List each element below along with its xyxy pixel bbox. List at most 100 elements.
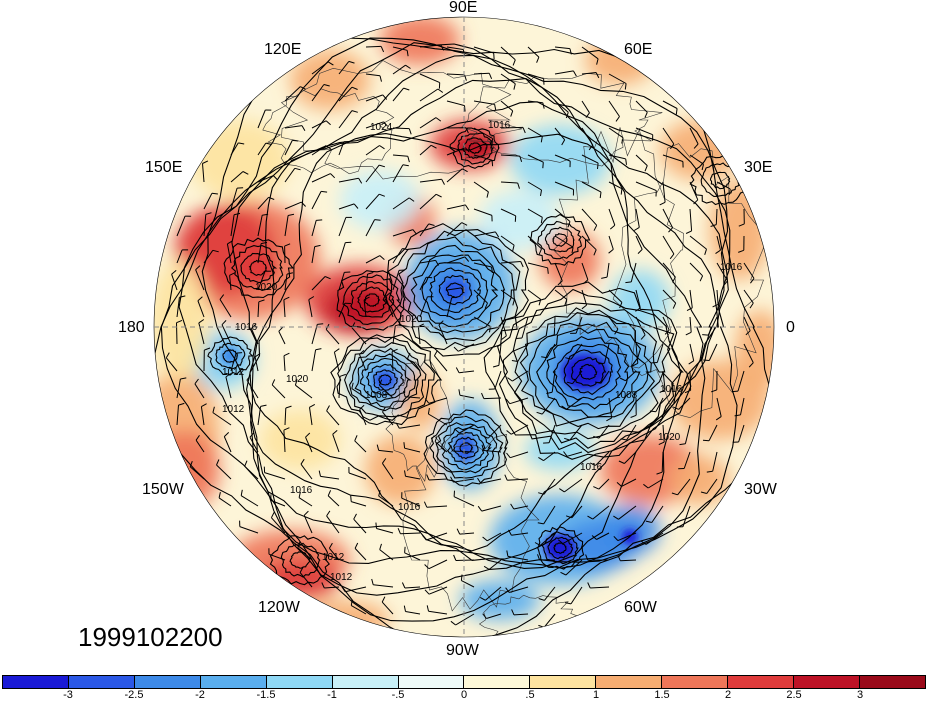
wind-barb xyxy=(649,397,664,413)
wind-barb xyxy=(688,343,695,365)
isobar xyxy=(553,542,567,555)
map-disk xyxy=(154,17,774,637)
wind-barb xyxy=(417,323,425,345)
wind-barb xyxy=(554,46,572,55)
wind-barb xyxy=(500,154,523,162)
wind-barb xyxy=(419,117,442,129)
wind-barb xyxy=(257,241,268,264)
wind-barb xyxy=(392,197,415,210)
wind-barb xyxy=(608,154,627,165)
wind-barb xyxy=(426,605,448,615)
wind-barb xyxy=(608,73,627,90)
coastline xyxy=(553,127,684,369)
coastline xyxy=(478,594,581,637)
wind-barb xyxy=(505,397,529,405)
colorbar xyxy=(2,675,926,689)
wind-barb xyxy=(263,466,286,480)
isobar xyxy=(536,327,641,418)
wind-barb xyxy=(500,261,524,268)
wind-barb xyxy=(581,262,589,285)
wind-barb xyxy=(270,494,286,507)
anomaly-region xyxy=(365,435,435,505)
wind-barb xyxy=(731,370,745,393)
isobar xyxy=(421,262,489,320)
coastline xyxy=(612,143,767,419)
wind-barb xyxy=(446,256,470,264)
wind-barb xyxy=(257,404,267,426)
wind-barb xyxy=(566,370,583,385)
wind-barb xyxy=(635,289,641,312)
wind-barb xyxy=(738,208,745,227)
wind-barb xyxy=(200,403,207,426)
wind-barb xyxy=(706,451,718,473)
wind-barb xyxy=(378,379,394,399)
isobar xyxy=(447,431,486,465)
anomaly-region xyxy=(735,310,774,390)
wind-barb xyxy=(593,424,610,439)
wind-barb xyxy=(500,46,516,66)
wind-barb xyxy=(283,352,290,372)
wind-barb xyxy=(419,144,437,156)
wind-barb xyxy=(171,270,178,291)
isobar xyxy=(496,288,684,454)
wind-barb xyxy=(268,548,286,561)
wind-barb xyxy=(424,586,448,595)
isobar xyxy=(410,254,499,328)
wind-barb xyxy=(510,503,529,510)
date-label: 1999102200 xyxy=(78,622,223,652)
colorbar-cell xyxy=(68,676,135,688)
wind-barb xyxy=(506,451,529,459)
wind-barb xyxy=(423,501,448,508)
isobar-label: 1008 xyxy=(615,390,638,401)
isobar-label: 1016 xyxy=(488,120,511,131)
wind-barb xyxy=(284,139,299,156)
lon-label-60w: 60W xyxy=(624,599,657,616)
wind-barb xyxy=(300,458,313,480)
isobar xyxy=(289,551,311,569)
wind-barb xyxy=(419,223,435,237)
wind-barb xyxy=(311,219,323,237)
wind-barb xyxy=(244,460,259,480)
wind-barb xyxy=(371,578,394,588)
wind-barb xyxy=(651,343,664,364)
wind-barb xyxy=(257,270,272,291)
wind-barb xyxy=(554,262,563,286)
wind-barb xyxy=(488,370,502,390)
wind-barb xyxy=(536,397,556,415)
isobar xyxy=(579,363,598,381)
colorbar-cell xyxy=(794,676,860,688)
wind-barb xyxy=(527,262,549,274)
wind-barb xyxy=(450,613,475,626)
wind-barb xyxy=(351,382,367,399)
lon-label-180: 180 xyxy=(118,319,145,336)
wind-barb xyxy=(473,231,500,238)
wind-barb xyxy=(656,451,664,475)
wind-barb xyxy=(176,249,189,264)
anomaly-core xyxy=(242,254,274,282)
colorbar-cell xyxy=(398,676,465,688)
wind-barb xyxy=(365,193,385,210)
wind-barb xyxy=(500,208,517,222)
wind-barb xyxy=(176,215,192,237)
colorbar-cell xyxy=(464,676,531,688)
wind-barb xyxy=(203,192,218,210)
wind-barb xyxy=(165,352,178,372)
wind-barb xyxy=(743,316,751,336)
wind-barb xyxy=(645,505,664,523)
isobar-label: 1016 xyxy=(235,322,258,333)
wind-barb xyxy=(284,201,306,210)
wind-barb xyxy=(678,451,691,470)
wind-barb xyxy=(679,424,691,446)
wind-barb xyxy=(338,271,351,291)
wind-barb xyxy=(608,289,623,309)
anomaly-core xyxy=(561,354,609,390)
wind-barb xyxy=(546,370,556,394)
wind-barb xyxy=(633,208,640,231)
wind-barb xyxy=(257,196,275,210)
wind-barb xyxy=(565,505,583,519)
wind-barb xyxy=(711,370,718,393)
wind-barb xyxy=(473,72,493,79)
wind-barb xyxy=(591,532,610,540)
wind-barb xyxy=(392,87,410,102)
